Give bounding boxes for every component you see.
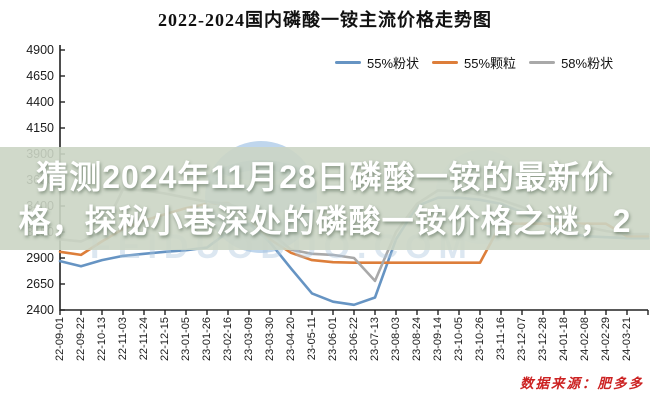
x-axis-label: 23-02-16	[222, 317, 234, 362]
x-axis-label: 24-02-08	[579, 317, 591, 362]
axes	[59, 45, 649, 315]
y-axis-label: 2900	[26, 251, 54, 265]
x-axis-label: 23-10-26	[474, 317, 486, 362]
legend-swatch	[335, 60, 361, 65]
x-axis-label: 23-08-03	[390, 317, 402, 362]
overlay-text-line2: 格，探秘小巷深处的磷酸一铵价格之谜，2	[18, 202, 632, 239]
legend: 55%粉状 55%颗粒 58%粉状	[335, 53, 613, 72]
x-axis-label: 22-09-01	[54, 317, 66, 362]
y-axis-label: 4900	[26, 43, 54, 57]
legend-item-0: 55%粉状	[335, 53, 419, 72]
x-axis-label: 23-09-14	[432, 317, 444, 362]
x-axis-label: 23-07-13	[369, 317, 381, 362]
legend-label: 58%粉状	[561, 56, 614, 71]
x-axis-label: 22-11-03	[117, 317, 129, 361]
legend-label: 55%粉状	[367, 56, 420, 71]
x-axis-label: 23-03-09	[243, 317, 255, 362]
x-axis-label: 22-09-22	[75, 317, 87, 362]
x-axis-label: 22-10-13	[96, 317, 108, 362]
y-axis-label: 4400	[26, 95, 54, 109]
x-axis-label: 23-06-01	[327, 317, 339, 362]
x-axis-label: 23-12-07	[516, 317, 528, 362]
x-axis-label: 24-01-18	[558, 317, 570, 362]
x-axis-label: 23-08-24	[411, 317, 423, 362]
x-axis-label: 24-02-29	[600, 317, 612, 362]
x-axis-label: 23-12-28	[537, 317, 549, 362]
x-axis-label: 23-04-20	[285, 317, 297, 362]
x-axis-label: 23-03-30	[264, 317, 276, 362]
x-axis-label: 24-03-21	[621, 317, 633, 362]
legend-label: 55%颗粒	[464, 56, 517, 71]
overlay-banner: 猜测2024年11月28日磷酸一铵的最新价 格，探秘小巷深处的磷酸一铵价格之谜，…	[0, 147, 650, 250]
x-axis-label: 22-12-15	[159, 317, 171, 362]
chart-title: 2022-2024国内磷酸一铵主流价格走势图	[158, 10, 492, 30]
x-axis-label: 23-05-11	[306, 317, 318, 361]
y-axis-label: 4650	[26, 69, 54, 83]
x-axis-label: 23-01-05	[180, 317, 192, 362]
x-axis-label: 23-11-16	[495, 317, 507, 361]
y-axis-label: 2650	[26, 277, 54, 291]
x-axis-label: 23-10-05	[453, 317, 465, 362]
x-axis-label: 22-11-24	[138, 317, 150, 361]
source-note: 数据来源：肥多多	[520, 376, 644, 391]
legend-item-1: 55%颗粒	[432, 53, 516, 72]
x-axis-label: 23-01-26	[201, 317, 213, 362]
legend-swatch	[432, 60, 459, 65]
legend-item-2: 58%粉状	[529, 53, 613, 72]
legend-swatch	[529, 60, 556, 65]
y-axis-label: 4150	[26, 121, 54, 135]
y-axis-label: 2400	[26, 303, 54, 317]
overlay-text-line1: 猜测2024年11月28日磷酸一铵的最新价	[36, 158, 614, 195]
x-axis-label: 23-06-22	[348, 317, 360, 362]
